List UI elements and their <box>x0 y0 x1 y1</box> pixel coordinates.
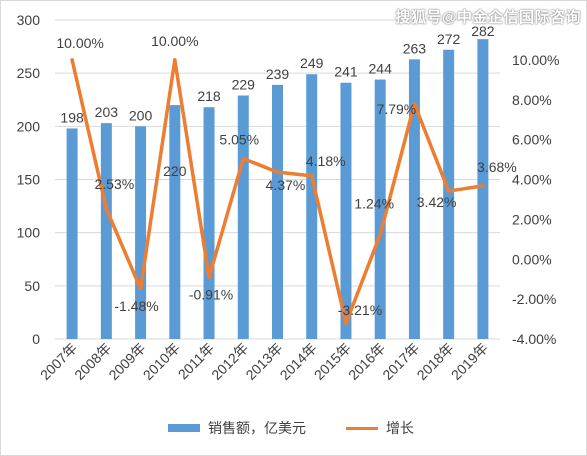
legend: 销售额，亿美元 增长 <box>168 418 454 438</box>
line-point <box>207 275 211 280</box>
legend-swatch-line <box>346 426 378 430</box>
legend-item-sales: 销售额，亿美元 <box>168 418 306 438</box>
bar-data-label: 263 <box>403 40 427 56</box>
line-data-label: 3.42% <box>417 194 457 210</box>
bar <box>203 107 215 340</box>
line-point <box>70 58 74 62</box>
x-tick-label: 2018年 <box>414 340 457 383</box>
line-point <box>309 174 314 178</box>
x-tick-label: 2014年 <box>277 340 320 383</box>
y-right-tick-label: -4.00% <box>512 331 556 347</box>
bar <box>66 128 78 339</box>
line-point <box>481 184 485 188</box>
x-tick-label: 2011年 <box>175 340 218 383</box>
line-point <box>412 102 417 106</box>
line-data-label: 10.00% <box>56 35 103 51</box>
x-tick-label: 2012年 <box>208 340 251 383</box>
bar-data-label: 220 <box>163 163 187 179</box>
line-data-label: -3.21% <box>338 302 382 318</box>
y-left-tick-label: 150 <box>17 172 41 188</box>
line-point <box>378 232 382 237</box>
bar <box>100 123 112 339</box>
line-data-label: 4.37% <box>266 177 306 193</box>
bar <box>340 82 352 339</box>
bar-data-label: 203 <box>95 104 119 120</box>
bar <box>306 74 318 339</box>
bar-data-label: 229 <box>232 76 256 92</box>
line-point <box>241 156 246 161</box>
bar-data-label: 244 <box>369 61 393 77</box>
x-tick-label: 2013年 <box>242 340 285 383</box>
y-left-tick-label: 0 <box>32 331 40 347</box>
y-right-tick-label: 4.00% <box>512 172 552 188</box>
bar-data-label: 239 <box>266 66 290 82</box>
x-tick-label: 2008年 <box>71 340 114 383</box>
bar <box>374 79 386 340</box>
bar-data-label: 198 <box>60 109 84 125</box>
y-right-tick-label: 2.00% <box>512 211 552 227</box>
x-tick-label: 2009年 <box>105 340 148 383</box>
bar-data-label: 218 <box>197 88 221 104</box>
legend-swatch-bar <box>168 424 200 432</box>
x-tick-label: 2007年 <box>37 340 80 383</box>
y-right-tick-label: -2.00% <box>512 291 556 307</box>
y-left-tick-label: 100 <box>17 225 41 241</box>
y-left-tick-label: 250 <box>17 65 41 81</box>
line-point <box>446 189 451 193</box>
line-data-label: 4.18% <box>306 153 346 169</box>
bar <box>272 84 283 339</box>
line-data-label: -1.48% <box>114 298 158 314</box>
x-tick-label: 2016年 <box>345 340 388 383</box>
bar <box>169 105 181 339</box>
bar-data-label: 200 <box>129 107 153 123</box>
line-data-label: 5.05% <box>219 132 259 148</box>
bar <box>237 95 249 339</box>
x-tick-label: 2017年 <box>379 340 422 383</box>
watermark: 搜狐号@中金企信国际咨询 <box>395 9 581 26</box>
bar <box>408 59 420 340</box>
line-point <box>138 286 143 291</box>
y-right-tick-label: 6.00% <box>512 132 552 148</box>
line-data-label: -0.91% <box>189 286 233 302</box>
y-right-tick-label: 10.00% <box>512 52 559 68</box>
x-tick-label: 2010年 <box>140 340 183 383</box>
line-data-label: 3.68% <box>477 159 517 175</box>
line-data-label: 7.79% <box>377 101 417 117</box>
y-right-tick-label: 0.00% <box>512 251 552 267</box>
line-data-label: 2.53% <box>94 176 134 192</box>
bar-data-label: 249 <box>300 55 324 71</box>
line-point <box>344 321 348 326</box>
line-data-label: 1.24% <box>354 196 394 212</box>
y-left-tick-label: 300 <box>17 12 41 28</box>
bar-data-label: 241 <box>334 64 358 80</box>
legend-item-growth: 增长 <box>346 418 414 438</box>
x-tick-label: 2015年 <box>311 340 354 383</box>
line-point <box>104 207 109 211</box>
bar-data-label: 282 <box>471 23 495 39</box>
y-left-tick-label: 200 <box>17 118 41 134</box>
legend-label-sales: 销售额，亿美元 <box>208 420 306 436</box>
bar <box>477 39 489 339</box>
bar <box>443 49 455 339</box>
legend-label-growth: 增长 <box>386 420 414 436</box>
line-data-label: 10.00% <box>151 33 198 49</box>
y-left-tick-label: 50 <box>24 278 40 294</box>
bar <box>135 126 147 339</box>
bar-data-label: 272 <box>437 31 461 47</box>
x-tick-label: 2019年 <box>448 340 491 383</box>
line-point <box>173 58 177 62</box>
y-right-tick-label: 8.00% <box>512 92 552 108</box>
line-point <box>275 170 280 174</box>
